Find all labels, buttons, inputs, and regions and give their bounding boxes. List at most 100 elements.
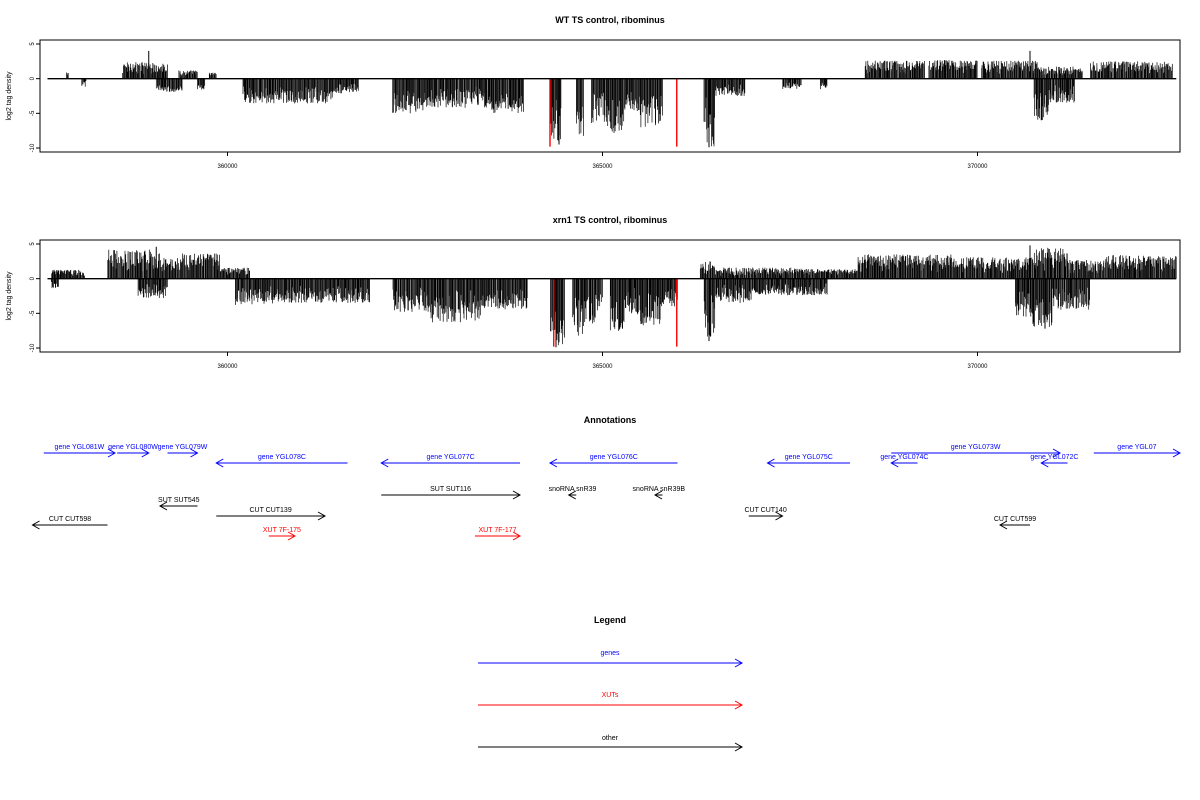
- legend-title: Legend: [594, 615, 626, 625]
- legend-label: genes: [600, 650, 620, 657]
- feature-arrowhead: [1040, 458, 1049, 468]
- x-tick-label: 370000: [967, 364, 988, 370]
- feature-arrowhead: [215, 458, 224, 468]
- legend: Legend genes XUTs other: [478, 615, 744, 752]
- legend-arrowhead: [734, 742, 744, 752]
- density-bars: [47, 245, 1177, 348]
- feature-arrowhead: [567, 490, 576, 500]
- feature-other: CUT CUT139: [216, 507, 327, 521]
- feature-other: CUT CUT598: [31, 516, 108, 530]
- feature-other: CUT CUT599: [994, 516, 1036, 530]
- legend-arrowhead: [734, 658, 744, 668]
- feature-arrowhead: [317, 511, 327, 521]
- y-tick-label: -5: [30, 310, 36, 316]
- annotations-track: Annotations gene YGL081W gene YGL080W gene…: [31, 415, 1182, 541]
- legend-label: other: [602, 735, 619, 742]
- legend-item-xuts: XUTs: [478, 692, 744, 710]
- feature-genes: gene YGL075C: [766, 454, 850, 468]
- feature-label: gene YGL076C: [590, 454, 638, 461]
- feature-genes: gene YGL077C: [380, 454, 520, 468]
- xrn1-density-panel: xrn1 TS control, ribominus log2 tag dens…: [6, 215, 1181, 370]
- y-axis-label: log2 tag density: [6, 271, 13, 321]
- annotations-title: Annotations: [584, 415, 637, 425]
- feature-arrowhead: [287, 531, 297, 541]
- panel-title: xrn1 TS control, ribominus: [553, 215, 668, 225]
- y-axis-label: log2 tag density: [6, 71, 13, 121]
- x-tick-label: 360000: [217, 364, 238, 370]
- legend-label: XUTs: [602, 692, 619, 699]
- plot-frame: [39, 39, 1181, 153]
- feature-genes: gene YGL078C: [215, 454, 348, 468]
- feature-label: CUT CUT599: [994, 516, 1036, 523]
- feature-label: gene YGL074C: [880, 454, 928, 461]
- feature-genes: gene YGL080W: [108, 444, 158, 458]
- x-tick-label: 360000: [217, 164, 238, 170]
- feature-arrowhead: [775, 511, 784, 521]
- feature-label: gene YGL081W: [55, 444, 105, 451]
- feature-label: SUT SUT116: [430, 486, 471, 493]
- x-tick-label: 365000: [592, 364, 613, 370]
- y-tick-label: -5: [30, 110, 36, 116]
- feature-arrowhead: [1052, 448, 1062, 458]
- feature-genes: gene YGL074C: [880, 454, 928, 468]
- feature-genes: gene YGL072C: [1030, 454, 1078, 468]
- y-tick-label: 0: [30, 76, 36, 80]
- feature-genes: gene YGL079W: [158, 444, 208, 458]
- feature-arrowhead: [890, 458, 899, 468]
- feature-label: gene YGL072C: [1030, 454, 1078, 461]
- feature-label: snoRNA snR39B: [633, 486, 686, 493]
- x-tick-label: 370000: [967, 164, 988, 170]
- feature-label: CUT CUT598: [49, 516, 91, 523]
- feature-label: gene YGL080W: [108, 444, 158, 451]
- feature-label: CUT CUT139: [249, 507, 291, 514]
- feature-arrowhead: [548, 458, 558, 468]
- feature-label: XUT 7F-175: [263, 527, 301, 534]
- y-tick-label: 5: [30, 42, 36, 46]
- feature-label: SUT SUT545: [158, 497, 200, 504]
- plot-frame: [39, 239, 1181, 353]
- wt-density-panel: WT TS control, ribominus log2 tag densit…: [6, 15, 1181, 170]
- legend-item-genes: genes: [478, 650, 744, 668]
- density-bars: [47, 50, 1177, 148]
- feature-XUTs: XUT 7F-177: [475, 527, 522, 541]
- feature-genes: gene YGL07: [1093, 444, 1182, 458]
- x-tick-label: 365000: [592, 164, 613, 170]
- y-tick-label: -10: [30, 143, 36, 152]
- feature-other: SUT SUT116: [381, 486, 522, 500]
- feature-arrowhead: [653, 490, 663, 500]
- feature-XUTs: XUT 7F-175: [263, 527, 301, 541]
- y-tick-label: 5: [30, 242, 36, 246]
- feature-label: snoRNA snR39: [549, 486, 597, 493]
- feature-label: gene YGL078C: [258, 454, 306, 461]
- feature-label: gene YGL079W: [158, 444, 208, 451]
- feature-arrowhead: [380, 458, 389, 468]
- feature-arrowhead: [998, 520, 1008, 530]
- feature-other: SUT SUT545: [158, 497, 200, 511]
- feature-genes: gene YGL076C: [548, 454, 678, 468]
- feature-arrowhead: [31, 520, 40, 530]
- legend-arrowhead: [734, 700, 744, 710]
- feature-label: gene YGL07: [1117, 444, 1156, 451]
- feature-layer: gene YGL081W gene YGL080W gene YGL079W gene…: [31, 444, 1182, 541]
- axes: -10 -5 0 5 360000 365000 370000: [30, 42, 988, 170]
- feature-label: XUT 7F-177: [479, 527, 517, 534]
- feature-arrowhead: [512, 531, 522, 541]
- feature-arrowhead: [141, 448, 150, 458]
- y-tick-label: 0: [30, 276, 36, 280]
- panel-title: WT TS control, ribominus: [555, 15, 665, 25]
- legend-item-other: other: [478, 735, 744, 752]
- y-tick-label: -10: [30, 343, 36, 352]
- feature-arrowhead: [1172, 448, 1182, 458]
- feature-other: CUT CUT140: [744, 507, 787, 521]
- feature-label: gene YGL075C: [785, 454, 833, 461]
- feature-label: gene YGL073W: [951, 444, 1001, 451]
- axes: -10 -5 0 5 360000 365000 370000: [30, 242, 988, 370]
- feature-label: gene YGL077C: [427, 454, 475, 461]
- feature-genes: gene YGL081W: [43, 444, 117, 458]
- feature-arrowhead: [107, 448, 117, 458]
- feature-label: CUT CUT140: [744, 507, 786, 514]
- feature-genes: gene YGL073W: [891, 444, 1062, 458]
- feature-other: snoRNA snR39: [549, 486, 597, 500]
- feature-other: snoRNA snR39B: [633, 486, 686, 500]
